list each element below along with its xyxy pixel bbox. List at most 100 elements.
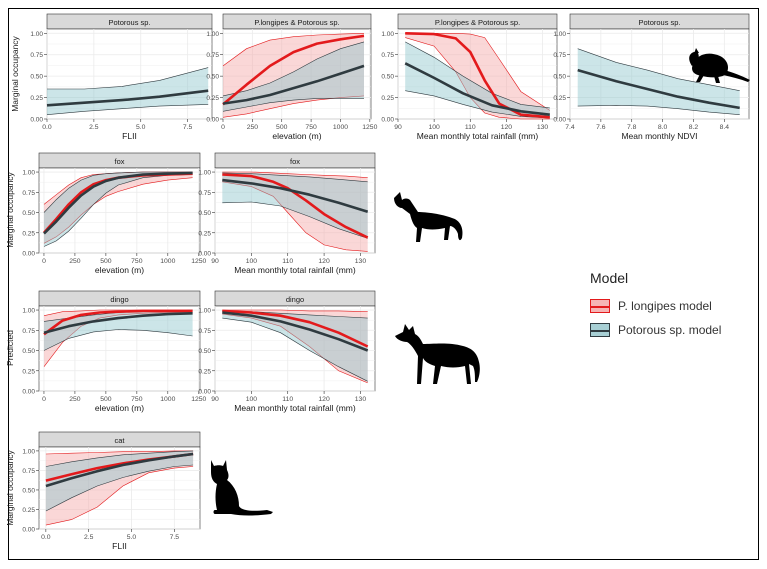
ci-ribbon-potorous xyxy=(44,310,193,351)
y-tick-label: 0.00 xyxy=(22,251,35,258)
x-tick-label: 90 xyxy=(211,396,219,403)
x-tick-label: 120 xyxy=(501,124,513,131)
ci-upper-potorous xyxy=(577,48,740,91)
x-tick-label: 130 xyxy=(355,396,367,403)
x-tick-label: 250 xyxy=(69,396,81,403)
grid xyxy=(39,306,200,392)
series-line-potorous xyxy=(43,312,193,334)
ci-upper-p_longipes xyxy=(45,450,194,455)
ci-lower-potorous xyxy=(405,90,550,119)
series-group xyxy=(222,171,369,252)
x-tick-label: 8.2 xyxy=(689,124,699,131)
x-tick-label: 7.5 xyxy=(170,534,180,541)
series-line-p_longipes xyxy=(222,173,369,239)
x-tick-label: 130 xyxy=(537,124,549,131)
ci-ribbon-p_longipes xyxy=(405,33,550,119)
panel-1: Potorous sp. 0.00 0.25 0.50 0.75 1.00 0.0 2.5 5.… xyxy=(30,13,213,141)
x-tick-label: 0 xyxy=(221,124,225,131)
series-line-potorous xyxy=(222,311,369,352)
x-tick-label: 0 xyxy=(42,258,46,265)
ci-ribbon-p_longipes xyxy=(44,172,193,244)
dingo-icon xyxy=(395,324,480,384)
ci-ribbon-potorous xyxy=(222,172,368,239)
y-tick-label: 0.75 xyxy=(206,52,219,59)
y-tick-label: 0.25 xyxy=(198,230,211,237)
strip-label: P.longipes & Potorous sp. xyxy=(435,18,520,27)
ci-upper-potorous xyxy=(222,172,368,183)
ci-upper-p_longipes xyxy=(222,309,368,312)
y-tick-label: 0.75 xyxy=(22,328,35,335)
x-tick-label: 1250 xyxy=(191,258,206,265)
strip-label: Potorous sp. xyxy=(108,18,150,27)
y-tick-label: 0.25 xyxy=(22,230,35,237)
legend-title: Model xyxy=(590,270,629,286)
ci-lower-p_longipes xyxy=(43,177,193,244)
x-tick-label: 7.6 xyxy=(596,124,606,131)
legend-item-potorous: Potorous sp. model xyxy=(590,318,750,342)
ci-upper-potorous xyxy=(45,450,194,467)
x-tick-label: 1000 xyxy=(333,124,348,131)
y-axis-label: Predicted xyxy=(5,330,15,366)
ci-upper-p_longipes xyxy=(222,171,368,178)
x-axis-label: elevation (m) xyxy=(95,265,144,275)
x-axis-label: FLII xyxy=(112,541,127,551)
y-tick-label: 1.00 xyxy=(22,448,35,455)
x-tick-label: 120 xyxy=(318,396,330,403)
y-tick-label: 1.00 xyxy=(198,308,211,315)
ci-ribbon-potorous xyxy=(222,310,368,382)
y-tick-label: 0.25 xyxy=(206,95,219,102)
x-tick-label: 0.0 xyxy=(42,124,52,131)
y-tick-label: 0.50 xyxy=(381,74,394,81)
series-group xyxy=(222,33,365,118)
x-tick-label: 5.0 xyxy=(127,534,137,541)
y-tick-label: 0.75 xyxy=(381,52,394,59)
x-axis-label: Mean monthly NDVI xyxy=(621,131,697,141)
x-tick-label: 2.5 xyxy=(89,124,99,131)
cat-icon xyxy=(211,460,273,516)
y-tick-label: 0.25 xyxy=(381,95,394,102)
panel-6: fox 0.00 0.25 0.50 0.75 1.00 90 100 110 120 130Mea… xyxy=(198,152,376,275)
ci-lower-p_longipes xyxy=(222,181,368,252)
x-tick-label: 100 xyxy=(246,258,258,265)
strip-label: dingo xyxy=(110,295,128,304)
y-tick-label: 1.00 xyxy=(22,308,35,315)
strip-label: fox xyxy=(114,157,124,166)
x-axis-label: elevation (m) xyxy=(95,403,144,413)
grid xyxy=(397,29,557,120)
x-tick-label: 750 xyxy=(131,396,143,403)
x-axis-label: Mean monthly total rainfall (mm) xyxy=(417,131,539,141)
ci-lower-potorous xyxy=(46,104,209,115)
y-tick-label: 0.00 xyxy=(198,389,211,396)
y-tick-label: 0.75 xyxy=(198,328,211,335)
y-tick-label: 0.50 xyxy=(553,74,566,81)
series-group xyxy=(46,67,209,115)
x-tick-label: 7.4 xyxy=(565,124,575,131)
ci-lower-p_longipes xyxy=(405,37,550,120)
y-tick-label: 0.75 xyxy=(198,190,211,197)
ci-upper-potorous xyxy=(405,41,550,109)
ci-ribbon-p_longipes xyxy=(45,450,194,526)
ci-lower-potorous xyxy=(222,201,368,239)
panel-5: fox 0.00 0.25 0.50 0.75 1.00 0 250 500 750 1000 125… xyxy=(22,152,207,275)
x-tick-label: 250 xyxy=(247,124,259,131)
y-tick-label: 0.00 xyxy=(30,117,43,124)
y-tick-label: 0.50 xyxy=(198,348,211,355)
ci-lower-potorous xyxy=(222,98,364,112)
series-line-potorous xyxy=(577,68,740,110)
series-line-p_longipes xyxy=(222,309,369,348)
ci-lower-p_longipes xyxy=(45,466,194,526)
series-line-potorous xyxy=(46,89,209,107)
y-tick-label: 0.25 xyxy=(22,507,35,514)
y-tick-label: 0.25 xyxy=(22,368,35,375)
ci-ribbon-potorous xyxy=(405,41,550,119)
series-line-p_longipes xyxy=(405,32,550,119)
ci-ribbon-potorous xyxy=(44,172,193,247)
series-group xyxy=(45,450,194,526)
x-tick-label: 500 xyxy=(100,396,112,403)
legend-key-potorous xyxy=(590,323,610,337)
panel-8: dingo 0.00 0.25 0.50 0.75 1.00 90 100 110 120 130M… xyxy=(198,290,376,413)
y-tick-label: 1.00 xyxy=(22,170,35,177)
ci-lower-potorous xyxy=(222,317,368,382)
ci-upper-potorous xyxy=(222,41,365,97)
x-tick-label: 7.5 xyxy=(183,124,193,131)
